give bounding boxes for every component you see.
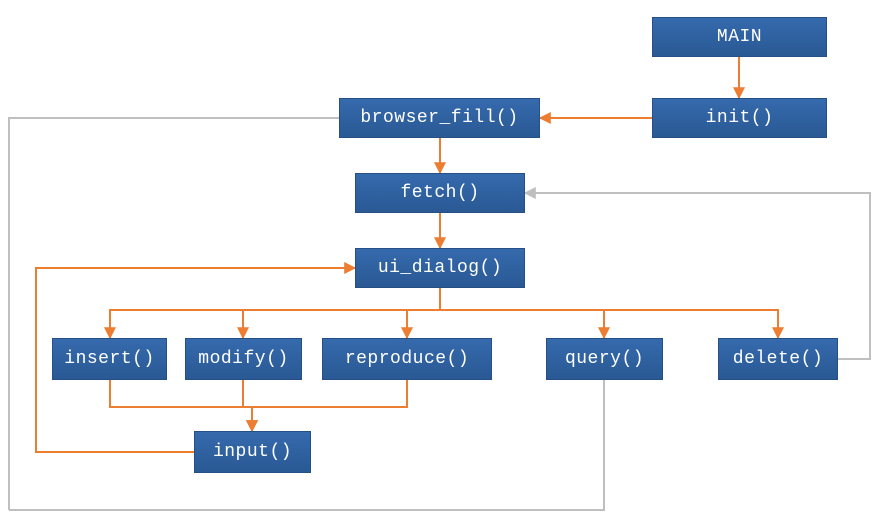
node-label: insert() [64, 349, 154, 369]
node-browser-fill: browser_fill() [339, 98, 540, 138]
node-label: fetch() [400, 183, 479, 203]
node-label: input() [213, 442, 292, 462]
node-delete: delete() [718, 338, 838, 380]
node-input: input() [194, 431, 311, 473]
edge-insert-input [110, 380, 252, 431]
node-label: MAIN [717, 27, 762, 47]
edge-ui_dialog-query [440, 288, 604, 338]
node-modify: modify() [185, 338, 302, 380]
edge-ui_dialog-insert [110, 288, 440, 338]
node-query: query() [546, 338, 663, 380]
node-label: browser_fill() [360, 108, 518, 128]
edge-reproduce-input [252, 380, 407, 431]
edge-ui_dialog-delete [440, 288, 778, 338]
edge-ui_dialog-modify [243, 288, 440, 338]
flowchart-canvas: MAIN init() browser_fill() fetch() ui_di… [0, 0, 894, 531]
node-init: init() [652, 98, 827, 138]
edge-modify-input [243, 380, 252, 431]
node-label: ui_dialog() [378, 258, 502, 278]
node-label: query() [565, 349, 644, 369]
edge-delete-fetch [525, 193, 870, 359]
node-ui-dialog: ui_dialog() [355, 248, 525, 288]
edge-ui_dialog-reproduce [407, 288, 440, 338]
node-fetch: fetch() [355, 173, 525, 213]
node-label: reproduce() [345, 349, 469, 369]
node-label: modify() [198, 349, 288, 369]
node-main: MAIN [652, 17, 827, 57]
node-insert: insert() [52, 338, 167, 380]
node-label: init() [706, 108, 774, 128]
node-reproduce: reproduce() [322, 338, 492, 380]
node-label: delete() [733, 349, 823, 369]
